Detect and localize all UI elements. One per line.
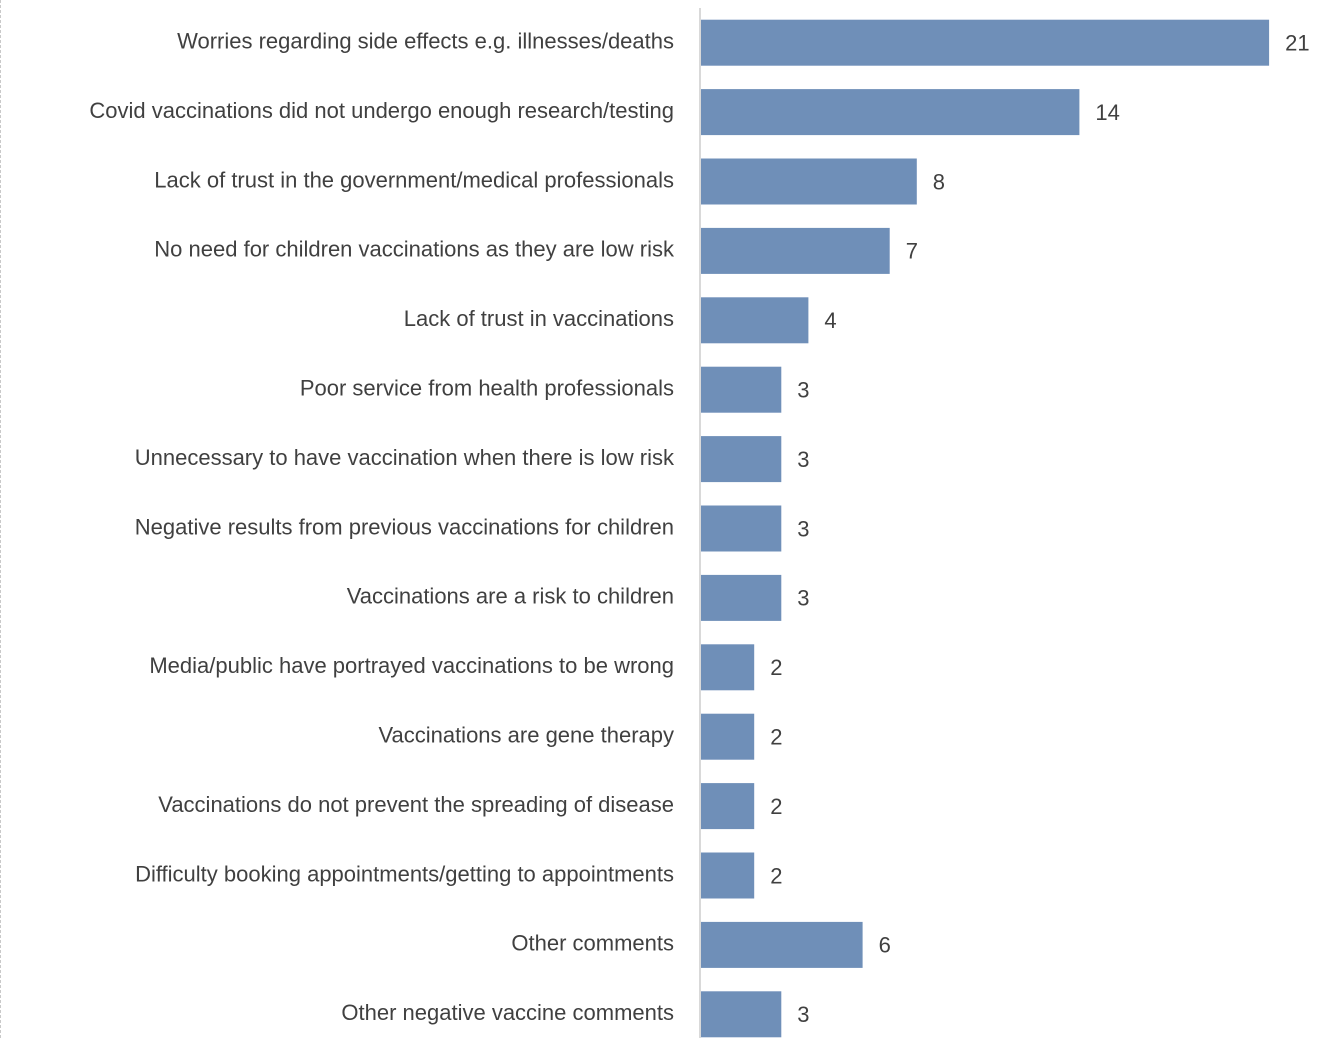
value-labels-layer: 21 14 8 7 4 3 3 3 3 2 2 2 2 6 3: [770, 31, 1309, 1028]
value-label: 2: [770, 655, 782, 680]
value-label: 3: [797, 516, 809, 541]
category-label: Covid vaccinations did not undergo enoug…: [89, 98, 674, 123]
bar-5: [700, 366, 782, 413]
value-label: 2: [770, 863, 782, 888]
bar-10: [700, 713, 755, 760]
bar-2: [700, 158, 917, 205]
value-label: 14: [1095, 100, 1119, 125]
bar-12: [700, 852, 755, 899]
value-label: 3: [797, 378, 809, 403]
category-label: No need for children vaccinations as the…: [154, 237, 675, 262]
category-label: Poor service from health professionals: [300, 376, 674, 401]
category-label: Difficulty booking appointments/getting …: [135, 861, 674, 886]
bar-8: [700, 574, 782, 621]
bar-3: [700, 227, 890, 274]
value-label: 21: [1285, 31, 1309, 56]
category-label: Unnecessary to have vaccination when the…: [135, 445, 675, 470]
bar-4: [700, 297, 809, 344]
value-label: 3: [797, 586, 809, 611]
category-label: Negative results from previous vaccinati…: [135, 514, 674, 539]
value-label: 3: [797, 1002, 809, 1027]
bar-1: [700, 89, 1080, 136]
category-label: Lack of trust in vaccinations: [404, 306, 674, 331]
category-label: Vaccinations do not prevent the spreadin…: [158, 792, 674, 817]
value-label: 2: [770, 725, 782, 750]
value-label: 7: [906, 239, 918, 264]
bars-layer: [700, 19, 1270, 1038]
bar-14: [700, 991, 782, 1038]
value-label: 8: [933, 169, 945, 194]
category-label: Media/public have portrayed vaccinations…: [149, 653, 674, 678]
category-label: Lack of trust in the government/medical …: [154, 167, 674, 192]
bar-11: [700, 783, 755, 830]
category-label: Other negative vaccine comments: [341, 1000, 674, 1025]
value-label: 3: [797, 447, 809, 472]
left-dashed-border: [0, 0, 1, 1038]
bar-6: [700, 436, 782, 483]
category-label: Vaccinations are a risk to children: [347, 584, 674, 609]
category-label: Vaccinations are gene therapy: [378, 723, 674, 748]
value-label: 6: [879, 933, 891, 958]
bar-7: [700, 505, 782, 552]
bar-9: [700, 644, 755, 691]
category-label: Other comments: [511, 931, 674, 956]
value-label: 2: [770, 794, 782, 819]
category-labels-layer: Worries regarding side effects e.g. illn…: [89, 29, 675, 1026]
bar-0: [700, 19, 1270, 66]
category-label: Worries regarding side effects e.g. illn…: [177, 29, 674, 54]
bar-13: [700, 921, 863, 968]
value-label: 4: [824, 308, 836, 333]
